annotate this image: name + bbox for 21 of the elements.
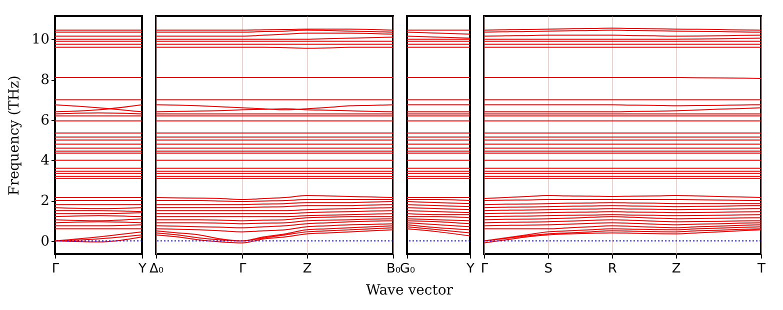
x-tick-label: B₀	[386, 262, 401, 276]
y-tick-label: 4	[40, 152, 50, 169]
x-tick-label: Y	[466, 262, 475, 276]
y-axis-title: Frequency (THz)	[6, 75, 23, 196]
x-axis-title: Wave vector	[366, 282, 454, 298]
x-tick-label: G₀	[400, 262, 416, 276]
x-tick-label: Γ	[52, 262, 60, 276]
x-tick-label: Y	[138, 262, 147, 276]
x-tick-label: Z	[302, 262, 312, 276]
y-tick-label: 0	[40, 233, 50, 250]
y-tick-label: 6	[40, 112, 50, 128]
y-tick-label: 8	[40, 72, 50, 88]
y-tick-label: 2	[40, 193, 50, 210]
x-tick-label: R	[608, 262, 617, 276]
x-tick-label: Z	[672, 262, 681, 276]
x-tick-label: T	[756, 262, 766, 276]
x-tick-label: S	[544, 262, 553, 276]
x-tick-label: Γ	[239, 262, 248, 276]
x-tick-label: Γ	[480, 262, 489, 276]
y-tick-label: 10	[32, 32, 50, 48]
x-tick-label: Δ₀	[149, 262, 164, 276]
